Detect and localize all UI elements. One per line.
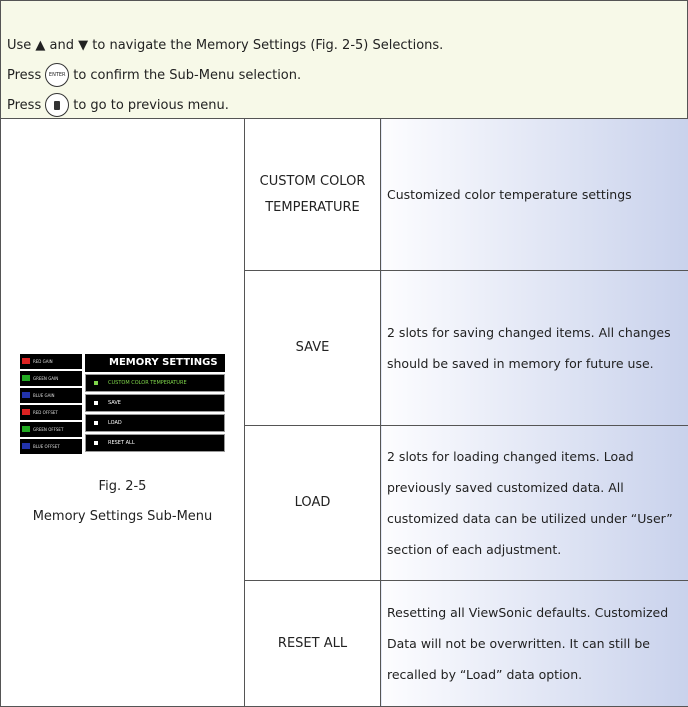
osd-side-item: BLUE OFFSET <box>20 439 82 454</box>
color-swatch <box>22 409 30 415</box>
osd-menu-label: CUSTOM COLOR TEMPERATURE <box>108 380 187 386</box>
bullet <box>94 401 98 405</box>
setting-description: 2 slots for loading changed items. Load … <box>381 426 688 581</box>
settings-table: RED GAIN GREEN GAIN BLUE GAIN RED OFFSET GRE… <box>0 118 688 707</box>
instruction-line: Use ▲ and ▼ to navigate the Memory Setti… <box>7 30 687 60</box>
instruction-text: Use ▲ and ▼ to navigate the Memory Setti… <box>7 38 443 53</box>
setting-name: RESET ALL <box>245 581 381 707</box>
setting-name: SAVE <box>245 271 381 426</box>
osd-image: RED GAIN GREEN GAIN BLUE GAIN RED OFFSET GRE… <box>1 354 244 454</box>
setting-name: CUSTOM COLOR TEMPERATURE <box>245 119 381 271</box>
color-swatch <box>22 392 30 398</box>
bullet <box>94 381 98 385</box>
osd-side-item: RED OFFSET <box>20 405 82 420</box>
osd-side-label: BLUE OFFSET <box>33 444 60 449</box>
instruction-text: Press <box>7 68 41 83</box>
back-icon <box>45 93 69 117</box>
osd-side-label: RED GAIN <box>33 359 53 364</box>
osd-side-item: GREEN GAIN <box>20 371 82 386</box>
setting-name: LOAD <box>245 426 381 581</box>
osd-side-label: BLUE GAIN <box>33 393 55 398</box>
figure-cell: RED GAIN GREEN GAIN BLUE GAIN RED OFFSET GRE… <box>1 119 245 707</box>
bullet <box>94 421 98 425</box>
osd-menu-label: LOAD <box>108 420 122 426</box>
setting-description: Customized color temperature settings <box>381 119 688 271</box>
osd-menu-item: LOAD <box>85 414 225 432</box>
osd-side-item: RED GAIN <box>20 354 82 369</box>
instruction-text: Press <box>7 98 41 113</box>
instruction-text: to go to previous menu. <box>73 98 229 113</box>
figure-number: Fig. 2-5 <box>1 472 244 502</box>
osd-menu-label: SAVE <box>108 400 121 406</box>
osd-menu-item: RESET ALL <box>85 434 225 452</box>
enter-icon: ENTER <box>45 63 69 87</box>
osd-menu-item: CUSTOM COLOR TEMPERATURE <box>85 374 225 392</box>
color-swatch <box>22 358 30 364</box>
color-swatch <box>22 375 30 381</box>
setting-description: Resetting all ViewSonic defaults. Custom… <box>381 581 688 707</box>
osd-panel: MEMORY SETTINGS CUSTOM COLOR TEMPERATURE S… <box>85 354 225 454</box>
osd-menu-label: RESET ALL <box>108 440 135 446</box>
osd-title: MEMORY SETTINGS <box>85 354 225 372</box>
color-swatch <box>22 426 30 432</box>
setting-description: 2 slots for saving changed items. All ch… <box>381 271 688 426</box>
osd-side-item: GREEN OFFSET <box>20 422 82 437</box>
osd-menu-item: SAVE <box>85 394 225 412</box>
instruction-line: Press ENTER to confirm the Sub-Menu select… <box>7 60 687 90</box>
figure-caption: Memory Settings Sub-Menu <box>1 502 244 532</box>
osd-side-label: GREEN OFFSET <box>33 427 63 432</box>
osd-side-label: RED OFFSET <box>33 410 58 415</box>
osd-side-item: BLUE GAIN <box>20 388 82 403</box>
instructions: Use ▲ and ▼ to navigate the Memory Setti… <box>0 0 688 119</box>
instruction-text: to confirm the Sub-Menu selection. <box>73 68 301 83</box>
instruction-line: Press to go to previous menu. <box>7 90 687 120</box>
bullet <box>94 441 98 445</box>
osd-side-label: GREEN GAIN <box>33 376 58 381</box>
color-swatch <box>22 443 30 449</box>
osd-side-list: RED GAIN GREEN GAIN BLUE GAIN RED OFFSET GRE… <box>20 354 82 454</box>
